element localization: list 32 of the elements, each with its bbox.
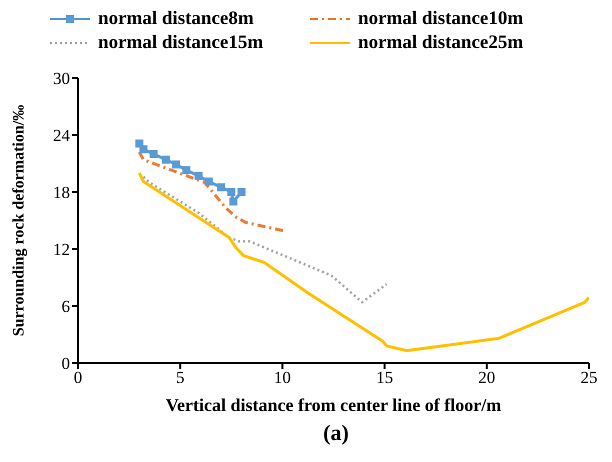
text: (a) <box>322 420 350 446</box>
x-tick-label: 15 <box>376 368 394 388</box>
y-tick-label: 6 <box>62 297 70 316</box>
x-tick-label: 0 <box>74 368 82 388</box>
point <box>182 166 190 174</box>
point <box>229 198 238 206</box>
legend-label: normal distance8m <box>98 8 254 30</box>
line-series <box>142 176 388 304</box>
x-tick-label: 5 <box>176 368 184 388</box>
point <box>204 178 213 186</box>
point <box>194 172 203 180</box>
point <box>150 150 158 158</box>
point <box>172 160 180 168</box>
y-tick-label: 24 <box>53 126 70 146</box>
y-tick-label: 0 <box>62 354 70 374</box>
line-series <box>138 172 589 352</box>
y-axis-title: Surrounding rock deformation/‰ <box>10 104 28 336</box>
y-tick-label: 12 <box>53 240 70 260</box>
legend-label: normal distance15m <box>98 32 264 54</box>
point <box>162 156 170 164</box>
point <box>238 188 246 196</box>
y-tick-label: 30 <box>53 69 70 88</box>
point <box>139 145 148 154</box>
point <box>217 183 226 192</box>
legend-label: normal distance10m <box>358 8 524 30</box>
y-tick-label: 18 <box>53 183 70 202</box>
legend-label: normal distance25m <box>358 32 524 54</box>
x-tick-label: 25 <box>580 368 598 388</box>
x-axis-title: Vertical distance from center line of floor/m <box>166 395 502 415</box>
x-tick-label: 20 <box>478 368 496 388</box>
x-tick-label: 10 <box>274 368 291 388</box>
point <box>227 188 236 196</box>
